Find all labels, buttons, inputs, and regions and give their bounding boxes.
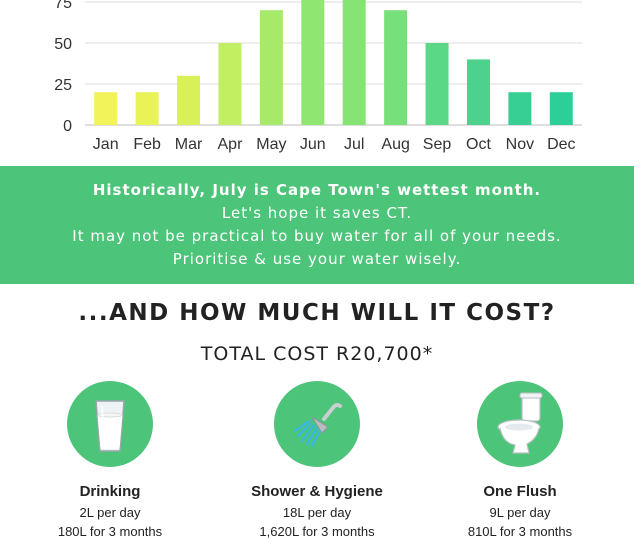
shower-title: Shower & Hygiene xyxy=(251,483,383,500)
toilet-icon xyxy=(497,392,543,454)
x-tick-label: Jan xyxy=(93,136,119,153)
drinking-total: 180L for 3 months xyxy=(57,524,163,539)
drinking-card: Drinking 2L per day 180L for 3 months xyxy=(10,381,210,541)
x-tick-label: Nov xyxy=(506,136,534,153)
drinking-per-day: 2L per day xyxy=(79,505,141,520)
x-tick-label: Aug xyxy=(381,136,409,153)
y-tick-label: 25 xyxy=(54,77,72,94)
shower-circle xyxy=(274,381,360,467)
bar-nov xyxy=(508,92,532,125)
info-banner: Historically, July is Cape Town's wettes… xyxy=(0,166,634,284)
flush-card: One Flush 9L per day 810L for 3 months xyxy=(420,381,620,541)
bar-feb xyxy=(135,92,159,125)
shower-per-day: 18L per day xyxy=(282,505,352,520)
banner-line-1: Historically, July is Cape Town's wettes… xyxy=(92,181,542,199)
drinking-circle xyxy=(67,381,153,467)
flush-circle xyxy=(477,381,563,467)
x-tick-label: Oct xyxy=(466,136,491,153)
banner-line-3: It may not be practical to buy water for… xyxy=(72,227,562,245)
bar-dec xyxy=(549,92,573,125)
bar-oct xyxy=(466,59,490,125)
bar-may xyxy=(259,10,283,126)
bar-mar xyxy=(177,75,201,125)
shower-icon xyxy=(293,403,342,448)
milk-glass-icon xyxy=(95,400,125,452)
x-tick-label: Mar xyxy=(175,136,203,153)
x-tick-label: May xyxy=(256,136,286,153)
total-cost: TOTAL COST R20,700* xyxy=(200,343,434,365)
x-tick-label: Jun xyxy=(300,136,326,153)
y-tick-label: 50 xyxy=(54,36,72,53)
x-tick-label: Sep xyxy=(423,136,452,153)
flush-title: One Flush xyxy=(483,483,557,500)
x-tick-label: Feb xyxy=(133,136,161,153)
cost-heading: ...AND HOW MUCH WILL IT COST? xyxy=(78,300,556,326)
shower-total: 1,620L for 3 months xyxy=(259,524,375,539)
y-tick-label: 0 xyxy=(63,118,72,135)
x-tick-label: Dec xyxy=(547,136,575,153)
flush-total: 810L for 3 months xyxy=(467,524,573,539)
flush-per-day: 9L per day xyxy=(489,505,551,520)
y-tick-label: 75 xyxy=(54,0,72,12)
rainfall-bar-chart: 0 25 50 75 Jan Feb Mar Apr May Jun Jul Aug Sep Oct Nov… xyxy=(54,0,582,153)
shower-card: Shower & Hygiene 18L per day 1,620L for … xyxy=(217,381,417,541)
bar-jun xyxy=(301,0,325,125)
bar-jul xyxy=(342,0,366,125)
banner-line-4: Prioritise & use your water wisely. xyxy=(172,250,462,268)
banner-line-2: Let's hope it saves CT. xyxy=(221,204,413,222)
bar-apr xyxy=(218,43,242,125)
bar-aug xyxy=(384,10,408,126)
bar-jan xyxy=(94,92,118,125)
drinking-title: Drinking xyxy=(79,483,141,500)
bar-sep xyxy=(425,43,449,125)
x-tick-label: Jul xyxy=(344,136,364,153)
x-tick-label: Apr xyxy=(218,136,244,153)
